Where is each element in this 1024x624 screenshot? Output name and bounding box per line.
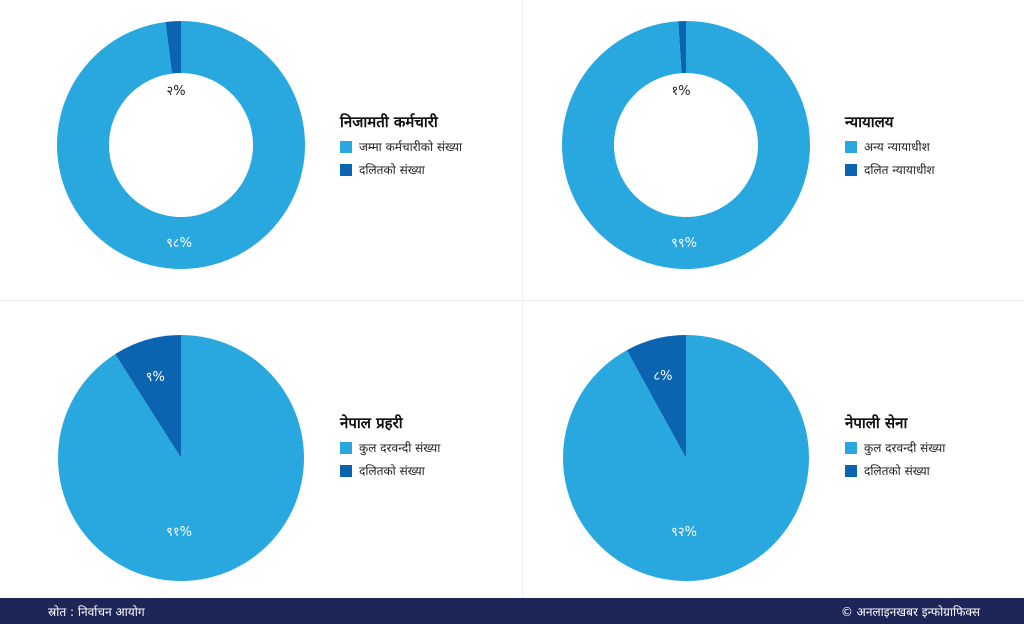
legend-label: दलित न्यायाधीश [864, 163, 935, 177]
legend-swatch [340, 140, 352, 153]
legend-swatch [845, 464, 857, 477]
data-label: १% [671, 84, 690, 99]
legend-police: नेपाल प्रहरी कुल दरवन्दी संख्या दलितको स… [340, 413, 440, 485]
source-text: स्रोत : निर्वाचन आयोग [48, 605, 145, 619]
legend-title: न्यायालय [845, 113, 894, 131]
legend-item: दलितको संख्या [340, 462, 440, 479]
pie-slice-दलित-न्यायाधीश [678, 21, 686, 74]
legend-swatch [845, 441, 857, 454]
legend-title: निजामती कर्मचारी [340, 113, 438, 131]
legend-item: कुल दरवन्दी संख्या [340, 439, 440, 456]
chart-civil-service: २% ९८% [57, 21, 305, 269]
legend-label: दलितको संख्या [359, 163, 425, 177]
pie-slice-दलितको-संख्या [626, 335, 686, 458]
legend-label: अन्य न्यायाधीश [864, 140, 930, 154]
chart-army: ८% ९२% [563, 335, 809, 581]
legend-civil-service: निजामती कर्मचारी जम्मा कर्मचारीको संख्या… [340, 112, 462, 184]
data-label: २% [166, 84, 185, 99]
legend-label: कुल दरवन्दी संख्या [864, 441, 946, 455]
chart-panel-judiciary: १% ९९% न्यायालय अन्य न्यायाधीश दलित न्याय… [523, 0, 1024, 300]
footer-bar: स्रोत : निर्वाचन आयोग © अनलाइनखबर इन्फोग… [0, 598, 1024, 624]
data-label: ९१% [166, 525, 192, 540]
legend-item: अन्य न्यायाधीश [845, 138, 935, 155]
pie-slice-दलितको-संख्या [165, 21, 181, 74]
chart-judiciary: १% ९९% [562, 21, 810, 270]
legend-swatch [845, 140, 857, 153]
legend-item: दलितको संख्या [340, 161, 462, 178]
legend-item: जम्मा कर्मचारीको संख्या [340, 138, 462, 155]
legend-swatch [340, 163, 352, 176]
pie-slice-दलितको-संख्या [115, 335, 181, 458]
legend-label: कुल दरवन्दी संख्या [359, 441, 441, 455]
data-label: ८% [653, 369, 672, 384]
vertical-divider [522, 0, 523, 598]
pie-slice-कुल-दरवन्दी-संख्या [58, 335, 305, 581]
legend-swatch [340, 441, 352, 454]
chart-panel-police: ९% ९१% नेपाल प्रहरी कुल दरवन्दी संख्या दल… [0, 301, 522, 598]
legend-title: नेपाल प्रहरी [340, 414, 403, 432]
legend-item: दलितको संख्या [845, 462, 945, 479]
data-label: ९८% [166, 236, 192, 251]
legend-swatch [340, 464, 352, 477]
legend-swatch [845, 163, 857, 176]
legend-judiciary: न्यायालय अन्य न्यायाधीश दलित न्यायाधीश [845, 112, 935, 184]
legend-army: नेपाली सेना कुल दरवन्दी संख्या दलितको सं… [845, 413, 945, 485]
data-label: ९% [146, 370, 165, 385]
legend-item: दलित न्यायाधीश [845, 161, 935, 178]
horizontal-divider [0, 300, 1024, 301]
legend-label: दलितको संख्या [864, 464, 930, 478]
pie-slice-अन्य-न्यायाधीश [562, 21, 810, 270]
data-label: ९९% [671, 236, 697, 251]
chart-panel-civil-service: २% ९८% निजामती कर्मचारी जम्मा कर्मचारीको … [0, 0, 522, 300]
pie-slice-कुल-दरवन्दी-संख्या [563, 335, 809, 581]
credit-text: © अनलाइनखबर इन्फोग्राफिक्स [840, 605, 980, 619]
legend-item: कुल दरवन्दी संख्या [845, 439, 945, 456]
chart-panel-army: ८% ९२% नेपाली सेना कुल दरवन्दी संख्या दलि… [523, 301, 1024, 598]
legend-title: नेपाली सेना [845, 414, 908, 432]
legend-label: दलितको संख्या [359, 464, 425, 478]
data-label: ९२% [671, 525, 697, 540]
pie-slice-जम्मा-कर्मचारीको-संख्या [57, 21, 305, 269]
legend-label: जम्मा कर्मचारीको संख्या [359, 140, 463, 154]
chart-police: ९% ९१% [58, 335, 305, 581]
